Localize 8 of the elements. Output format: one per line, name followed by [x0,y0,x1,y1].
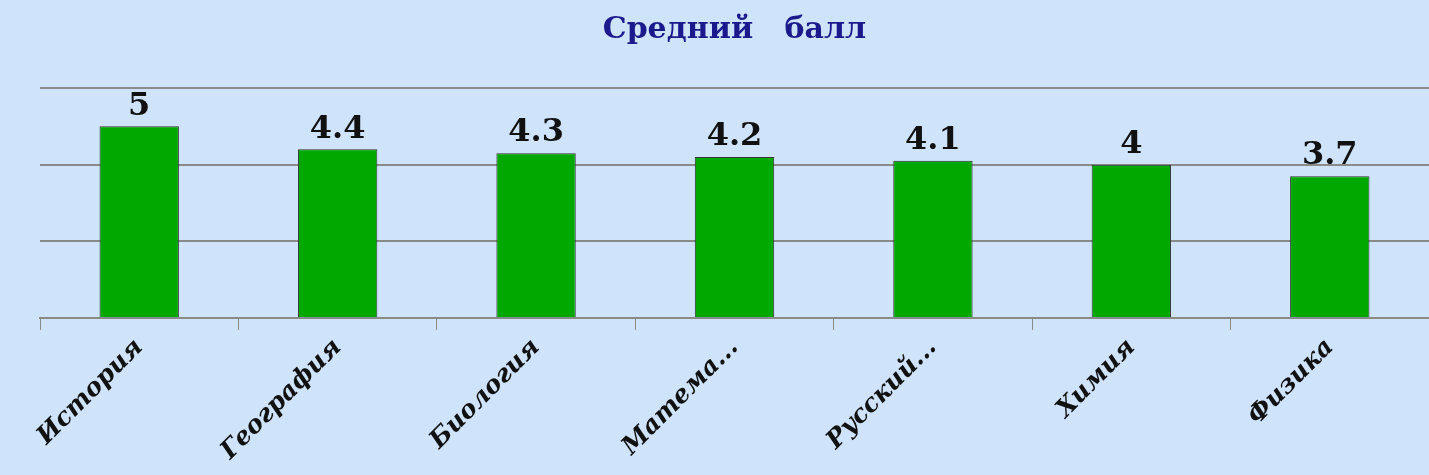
chart-title: Средний балл [602,9,867,45]
data-label: 4.1 [905,119,961,158]
data-label: 4 [1120,122,1143,161]
data-label: 5 [128,84,151,123]
data-label: 4.3 [508,111,564,150]
data-label: 3.7 [1301,134,1358,173]
data-label: 4.4 [309,107,366,146]
data-label: 4.2 [706,115,763,154]
